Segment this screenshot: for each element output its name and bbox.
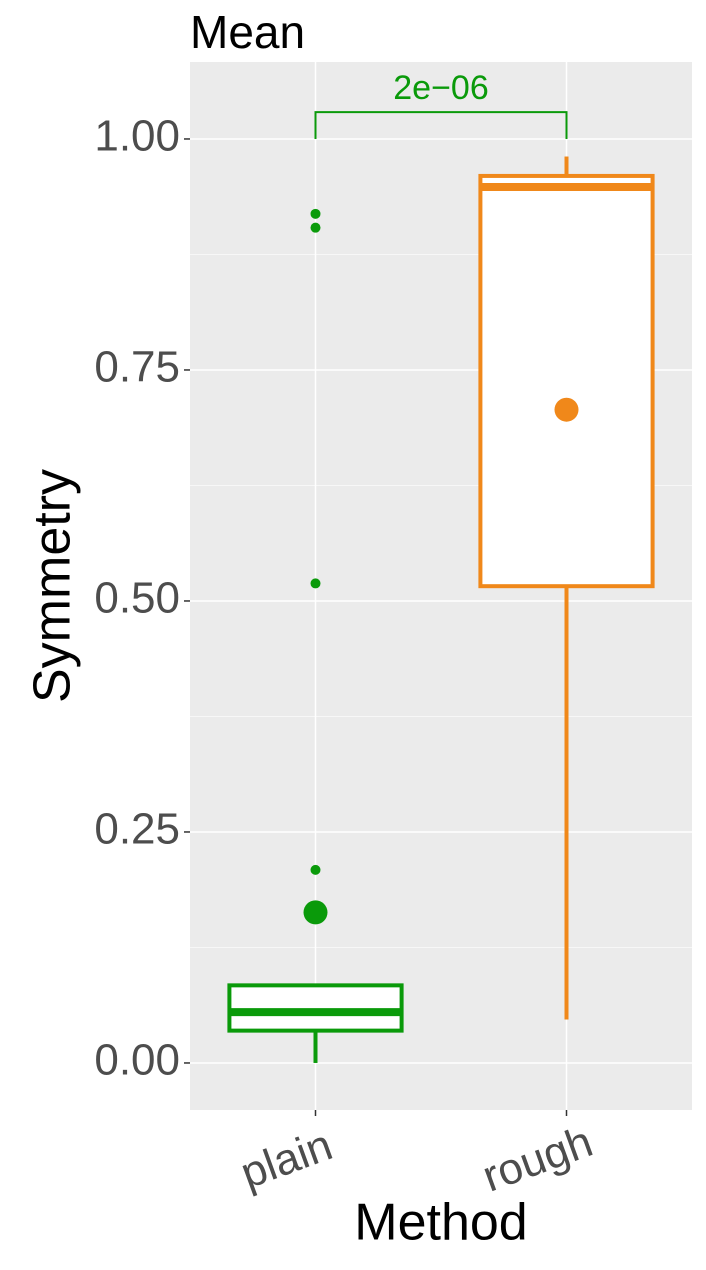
y-axis-title: Symmetry bbox=[24, 469, 82, 703]
outlier bbox=[310, 208, 321, 219]
x-axis-title: Method bbox=[354, 1194, 527, 1252]
significance-label: 2e−06 bbox=[393, 69, 489, 107]
box bbox=[227, 983, 404, 1033]
y-tick-label: 0.25 bbox=[94, 805, 180, 854]
mean-point bbox=[303, 900, 328, 925]
outlier bbox=[310, 864, 321, 875]
outlier bbox=[310, 578, 321, 589]
y-tick-label: 0.75 bbox=[94, 343, 180, 392]
significance-bracket bbox=[314, 111, 568, 139]
x-tick-label: plain bbox=[234, 1120, 338, 1198]
x-tick-label: rough bbox=[476, 1117, 599, 1202]
y-tick-label: 1.00 bbox=[94, 112, 180, 161]
outlier bbox=[310, 222, 321, 233]
y-tick-label: 0.50 bbox=[94, 574, 180, 623]
mean-point bbox=[554, 397, 579, 422]
y-tick-label: 0.00 bbox=[94, 1036, 180, 1085]
chart-title: Mean bbox=[190, 6, 305, 58]
box bbox=[478, 173, 655, 589]
